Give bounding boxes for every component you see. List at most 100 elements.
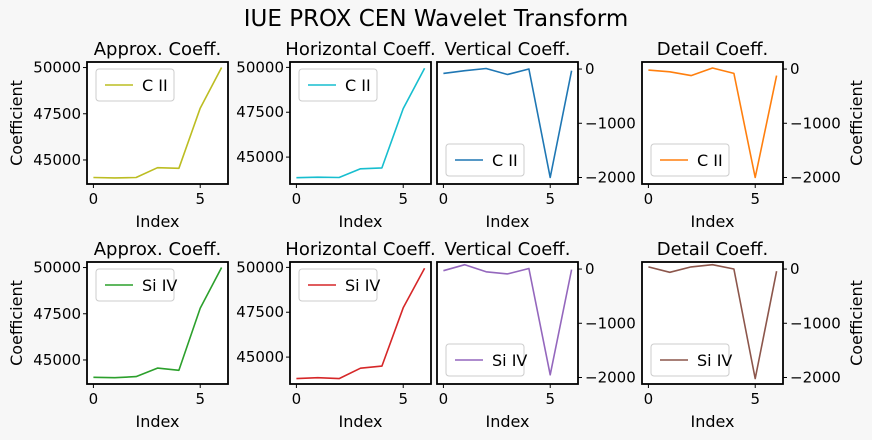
legend: Si IV (298, 268, 380, 302)
legend: Si IV (445, 343, 527, 377)
x-axis-label: Index (135, 412, 179, 431)
panel-6: Horizontal Coeff. 0 5 45000 47500 50000 Index S… (236, 239, 435, 431)
legend-label: C II (697, 151, 723, 170)
y-tick-label: −2000 (585, 168, 636, 186)
panel-1: Approx. Coeff. 0 5 45000 47500 50000 Index Coef… (7, 39, 229, 231)
series-line (296, 67, 426, 179)
legend-label: Si IV (142, 276, 177, 295)
x-tick-label: 5 (195, 390, 205, 408)
legend-box (650, 343, 730, 377)
x-tick-label: 5 (750, 390, 760, 408)
panel-7: Vertical Coeff. 0 5 −2000 −1000 0 Index Si IV (436, 239, 636, 431)
x-tick-label: 5 (398, 390, 408, 408)
legend: Si IV (650, 343, 732, 377)
y-axis-label: Coefficient (7, 280, 26, 366)
y-tick-label: 50000 (33, 259, 81, 277)
series-line (648, 263, 778, 380)
legend: Si IV (95, 268, 177, 302)
panel-2: Horizontal Coeff. 0 5 45000 47500 50000 Index C… (236, 39, 435, 231)
plot-frame (289, 261, 432, 385)
panel-title: Detail Coeff. (657, 39, 769, 60)
y-tick-label: 47500 (33, 305, 81, 323)
x-axis-label: Index (485, 212, 529, 231)
x-axis-label: Index (135, 212, 179, 231)
x-tick-label: 0 (644, 190, 654, 208)
y-tick-label: −1000 (585, 314, 636, 332)
panel-title: Vertical Coeff. (445, 239, 571, 260)
y-tick-label: 47500 (236, 303, 284, 321)
x-tick-label: 5 (195, 190, 205, 208)
x-tick-label: 5 (545, 390, 555, 408)
x-axis-label: Index (485, 412, 529, 431)
legend: C II (650, 143, 730, 177)
legend-box (650, 143, 730, 177)
y-tick-label: −2000 (585, 368, 636, 386)
legend-label: C II (492, 151, 518, 170)
series-line (443, 263, 573, 376)
legend-box (95, 68, 175, 102)
x-tick-label: 0 (439, 190, 449, 208)
y-tick-label: 0 (790, 60, 800, 78)
panel-3: Vertical Coeff. 0 5 −2000 −1000 0 Index C II (436, 39, 636, 231)
y-tick-label: 50000 (33, 59, 81, 77)
x-tick-label: 5 (545, 190, 555, 208)
legend: C II (298, 68, 378, 102)
legend-box (445, 143, 525, 177)
y-tick-label: 0 (585, 260, 595, 278)
series-line (443, 67, 573, 179)
panel-4: Detail Coeff. 0 5 −2000 −1000 0 Index Coefficie… (641, 39, 866, 231)
panel-title: Detail Coeff. (657, 239, 769, 260)
x-tick-label: 0 (439, 390, 449, 408)
legend-box (298, 268, 378, 302)
x-axis-label: Index (690, 412, 734, 431)
y-axis-label: Coefficient (7, 80, 26, 166)
y-tick-label: 47500 (33, 105, 81, 123)
x-tick-label: 5 (398, 190, 408, 208)
y-tick-label: −1000 (790, 314, 841, 332)
y-tick-label: 45000 (236, 348, 284, 366)
y-tick-label: 45000 (33, 351, 81, 369)
y-tick-label: 0 (585, 60, 595, 78)
plot-frame (86, 61, 229, 185)
y-tick-label: −1000 (585, 114, 636, 132)
panel-title: Horizontal Coeff. (285, 239, 435, 260)
legend-label: C II (345, 76, 371, 95)
legend-box (95, 268, 175, 302)
x-axis-label: Index (338, 412, 382, 431)
legend: C II (445, 143, 525, 177)
figure-title: IUE PROX CEN Wavelet Transform (244, 6, 629, 32)
series-line (93, 267, 223, 379)
legend-label: C II (142, 76, 168, 95)
y-axis-label: Coefficient (847, 80, 866, 166)
y-tick-label: 0 (790, 260, 800, 278)
x-axis-label: Index (690, 212, 734, 231)
y-tick-label: 45000 (236, 148, 284, 166)
series-line (93, 67, 223, 179)
series-line (648, 67, 778, 179)
plot-frame (86, 261, 229, 385)
y-tick-label: −2000 (790, 168, 841, 186)
x-axis-label: Index (338, 212, 382, 231)
plot-frame (289, 61, 432, 185)
series-line (296, 267, 426, 380)
y-tick-label: 50000 (236, 58, 284, 76)
legend-box (445, 343, 525, 377)
x-tick-label: 0 (292, 390, 302, 408)
x-tick-label: 0 (89, 190, 99, 208)
panel-5: Approx. Coeff. 0 5 45000 47500 50000 Index Coef… (7, 239, 229, 431)
panel-title: Horizontal Coeff. (285, 39, 435, 60)
legend-label: Si IV (697, 351, 732, 370)
x-tick-label: 0 (89, 390, 99, 408)
panel-8: Detail Coeff. 0 5 −2000 −1000 0 Index Coefficie… (641, 239, 866, 431)
x-tick-label: 0 (644, 390, 654, 408)
legend-label: Si IV (492, 351, 527, 370)
panel-title: Approx. Coeff. (94, 39, 222, 60)
x-tick-label: 5 (750, 190, 760, 208)
x-tick-label: 0 (292, 190, 302, 208)
legend-box (298, 68, 378, 102)
y-tick-label: 50000 (236, 258, 284, 276)
legend: C II (95, 68, 175, 102)
y-tick-label: −2000 (790, 368, 841, 386)
y-tick-label: 45000 (33, 151, 81, 169)
